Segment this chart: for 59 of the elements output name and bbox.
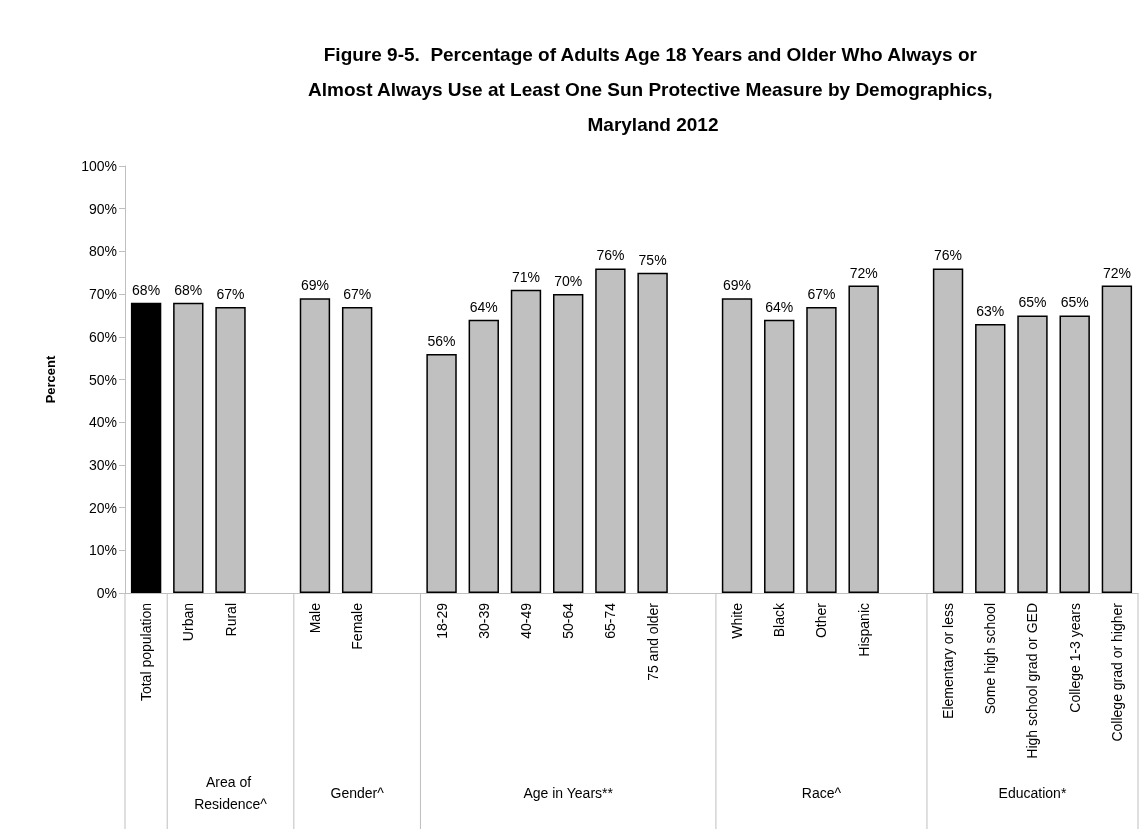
x-tick-label: Rural [222, 603, 239, 637]
x-tick-label: Total population [138, 603, 155, 702]
y-tick-label: 40% [88, 414, 117, 431]
x-tick-label: Male [306, 602, 323, 634]
x-tick-label: Female [349, 602, 366, 650]
data-label: 69% [300, 277, 329, 294]
data-label: 65% [1018, 294, 1047, 311]
data-label: 65% [1060, 294, 1089, 311]
text: Age in Years** [523, 785, 614, 801]
x-tick-label: Other [813, 602, 830, 639]
y-tick-label: 30% [88, 456, 117, 473]
x-tick-label: College grad or higher [1108, 602, 1125, 742]
x-tick-label: 75 and older [644, 602, 661, 681]
data-label: 63% [976, 302, 1005, 319]
data-label: 56% [427, 332, 456, 349]
y-tick-label: 60% [88, 328, 117, 345]
data-label: 72% [1102, 264, 1131, 281]
text: Area of Residence^ [194, 774, 268, 812]
x-tick-label: 65-74 [602, 602, 619, 639]
text: Gender^ [330, 785, 385, 801]
y-tick-label: 20% [88, 499, 117, 516]
x-tick-label: White [729, 602, 746, 639]
x-tick-label: Hispanic [855, 603, 872, 657]
data-label: 70% [554, 273, 583, 290]
data-label: 67% [343, 285, 372, 302]
data-label: 71% [511, 268, 540, 285]
x-tick-label: 50-64 [560, 602, 577, 639]
y-tick-label: 70% [88, 286, 117, 303]
data-label: 67% [216, 285, 245, 302]
data-label: 64% [765, 298, 794, 315]
data-label: 76% [596, 247, 625, 264]
x-tick-label: Elementary or less [940, 603, 957, 719]
y-tick-label: 90% [88, 200, 117, 217]
y-tick-label: 100% [81, 158, 117, 174]
data-label: 67% [807, 285, 836, 302]
y-tick-label: 50% [88, 371, 117, 388]
data-label: 72% [849, 264, 878, 281]
y-tick-label: 10% [88, 542, 117, 559]
bar [130, 302, 162, 593]
x-tick-label: 18-29 [433, 602, 450, 639]
data-label: 68% [174, 281, 203, 298]
x-tick-label: 30-39 [475, 602, 492, 639]
chart-title: Figure 9-5. Percentage of Adults Age 18 Years and Older Who Always or Almost Always Use at Least One Sun Protective Measure by Demographics, Maryland 2012 [308, 44, 998, 135]
data-label: 75% [638, 251, 667, 268]
x-tick-label: 40-49 [517, 602, 534, 639]
text: Education* [998, 785, 1067, 801]
text: Race^ [801, 785, 842, 801]
y-tick-label: 0% [96, 585, 117, 601]
x-tick-label: High school grad or GED [1024, 603, 1041, 759]
x-tick-label: Urban [180, 603, 197, 642]
y-axis-title: Percent [43, 354, 58, 404]
data-label: 64% [469, 298, 498, 315]
data-label: 76% [934, 247, 963, 264]
x-tick-label: Some high school [982, 603, 999, 715]
x-tick-label: College 1-3 years [1066, 603, 1083, 713]
data-label: 68% [132, 281, 161, 298]
x-tick-label: Black [771, 602, 788, 638]
y-tick-label: 80% [88, 243, 117, 260]
data-label: 69% [723, 277, 752, 294]
